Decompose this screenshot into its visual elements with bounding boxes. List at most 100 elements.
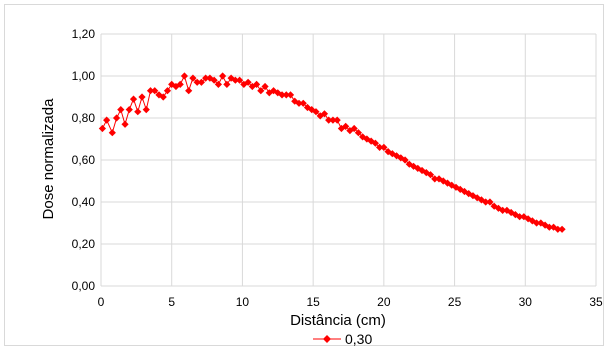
data-point-marker xyxy=(554,225,562,233)
data-point-marker xyxy=(103,116,111,124)
data-point-marker xyxy=(134,108,142,116)
data-point-marker xyxy=(172,82,180,91)
y-tick-label: 1,20 xyxy=(72,27,96,41)
data-point-marker xyxy=(320,110,329,118)
data-point-marker xyxy=(121,120,129,128)
data-point-marker xyxy=(117,106,125,114)
x-tick-label: 25 xyxy=(448,295,462,309)
data-point-marker xyxy=(236,76,244,84)
data-point-marker xyxy=(482,198,490,206)
data-point-marker xyxy=(325,116,333,124)
data-point-marker xyxy=(414,164,422,172)
grid-lines xyxy=(100,33,597,287)
data-point-marker xyxy=(409,162,418,170)
data-point-marker xyxy=(376,143,384,151)
y-tick-labels: 0,00 0,20 0,40 0,60 0,80 1,00 1,20 xyxy=(72,27,96,293)
data-point-marker xyxy=(380,143,388,151)
data-point-marker xyxy=(295,99,303,107)
data-point-marker xyxy=(329,116,337,124)
data-point-marker xyxy=(261,82,269,91)
data-point-marker xyxy=(346,127,354,135)
data-point-marker xyxy=(312,108,320,116)
y-tick-label: 0,20 xyxy=(72,237,96,251)
x-tick-label: 10 xyxy=(236,295,250,309)
x-tick-label: 5 xyxy=(168,295,175,309)
data-point-marker xyxy=(363,135,371,143)
legend-series-name: 0,30 xyxy=(345,331,372,347)
data-point-marker xyxy=(125,106,133,114)
data-point-marker xyxy=(257,87,265,95)
data-point-marker xyxy=(98,124,107,133)
data-point-marker xyxy=(163,87,172,95)
data-point-marker xyxy=(138,93,146,101)
data-point-marker xyxy=(337,124,346,133)
data-point-marker xyxy=(499,206,507,214)
data-point-marker xyxy=(371,139,379,147)
data-point-marker xyxy=(384,148,392,156)
y-axis-label: Dose normalizada xyxy=(40,98,57,220)
data-point-marker xyxy=(541,221,549,229)
data-point-marker xyxy=(231,76,239,84)
data-point-marker xyxy=(214,80,222,88)
data-point-marker xyxy=(248,82,256,91)
data-point-marker xyxy=(219,72,227,80)
data-point-marker xyxy=(112,114,121,122)
data-point-marker xyxy=(129,95,138,103)
data-point-marker xyxy=(401,156,409,164)
data-point-marker xyxy=(549,223,558,231)
y-tick-label: 0,60 xyxy=(72,153,96,167)
legend-marker-sample xyxy=(323,335,331,343)
data-point-marker xyxy=(558,225,566,233)
data-point-marker xyxy=(252,80,261,88)
x-tick-label: 20 xyxy=(377,295,391,309)
data-point-marker xyxy=(350,124,358,133)
data-point-marker xyxy=(388,150,396,158)
data-point-marker xyxy=(159,93,167,101)
data-point-marker xyxy=(524,215,532,223)
data-point-marker xyxy=(537,219,545,227)
x-tick-label: 35 xyxy=(589,295,603,309)
data-point-marker xyxy=(511,211,519,219)
data-point-marker xyxy=(342,122,350,130)
data-point-marker xyxy=(176,80,184,88)
data-point-marker xyxy=(520,213,528,221)
data-point-marker xyxy=(197,78,206,86)
data-point-marker xyxy=(503,206,511,214)
data-point-marker xyxy=(210,76,218,84)
chart-frame: 0,00 0,20 0,40 0,60 0,80 1,00 1,20 0 5 10 15 20 25 3… xyxy=(4,4,604,347)
data-point-marker xyxy=(142,106,150,114)
data-point-marker xyxy=(193,78,201,86)
series-group xyxy=(98,72,566,233)
data-point-marker xyxy=(180,72,189,80)
y-tick-label: 0,80 xyxy=(72,111,96,125)
x-axis-label: Distância (cm) xyxy=(290,312,386,329)
y-tick-label: 1,00 xyxy=(72,69,96,83)
legend: 0,30 xyxy=(313,331,372,347)
x-tick-label: 15 xyxy=(306,295,320,309)
data-point-marker xyxy=(108,129,116,137)
data-point-marker xyxy=(333,116,341,124)
data-point-marker xyxy=(354,129,362,137)
data-point-marker xyxy=(426,171,435,179)
data-point-marker xyxy=(431,175,439,183)
data-point-marker xyxy=(146,87,155,95)
data-point-marker xyxy=(282,91,290,99)
data-point-marker xyxy=(507,208,515,217)
data-point-marker xyxy=(244,78,252,86)
data-point-marker xyxy=(516,213,524,221)
y-tick-label: 0,40 xyxy=(72,195,96,209)
data-point-marker xyxy=(486,198,494,206)
data-point-marker xyxy=(367,137,375,145)
data-point-marker xyxy=(490,202,498,210)
data-point-marker xyxy=(265,89,273,97)
x-tick-labels: 0 5 10 15 20 25 30 35 xyxy=(98,295,603,309)
data-point-marker xyxy=(533,219,541,227)
data-point-marker xyxy=(299,99,307,107)
data-point-marker xyxy=(359,133,367,141)
data-point-marker xyxy=(494,204,503,212)
data-point-marker xyxy=(151,87,159,95)
data-point-marker xyxy=(545,223,553,231)
line-chart: 0,00 0,20 0,40 0,60 0,80 1,00 1,20 0 5 10 15 20 25 3… xyxy=(40,27,603,347)
data-point-marker xyxy=(202,74,210,82)
x-tick-label: 0 xyxy=(98,295,105,309)
